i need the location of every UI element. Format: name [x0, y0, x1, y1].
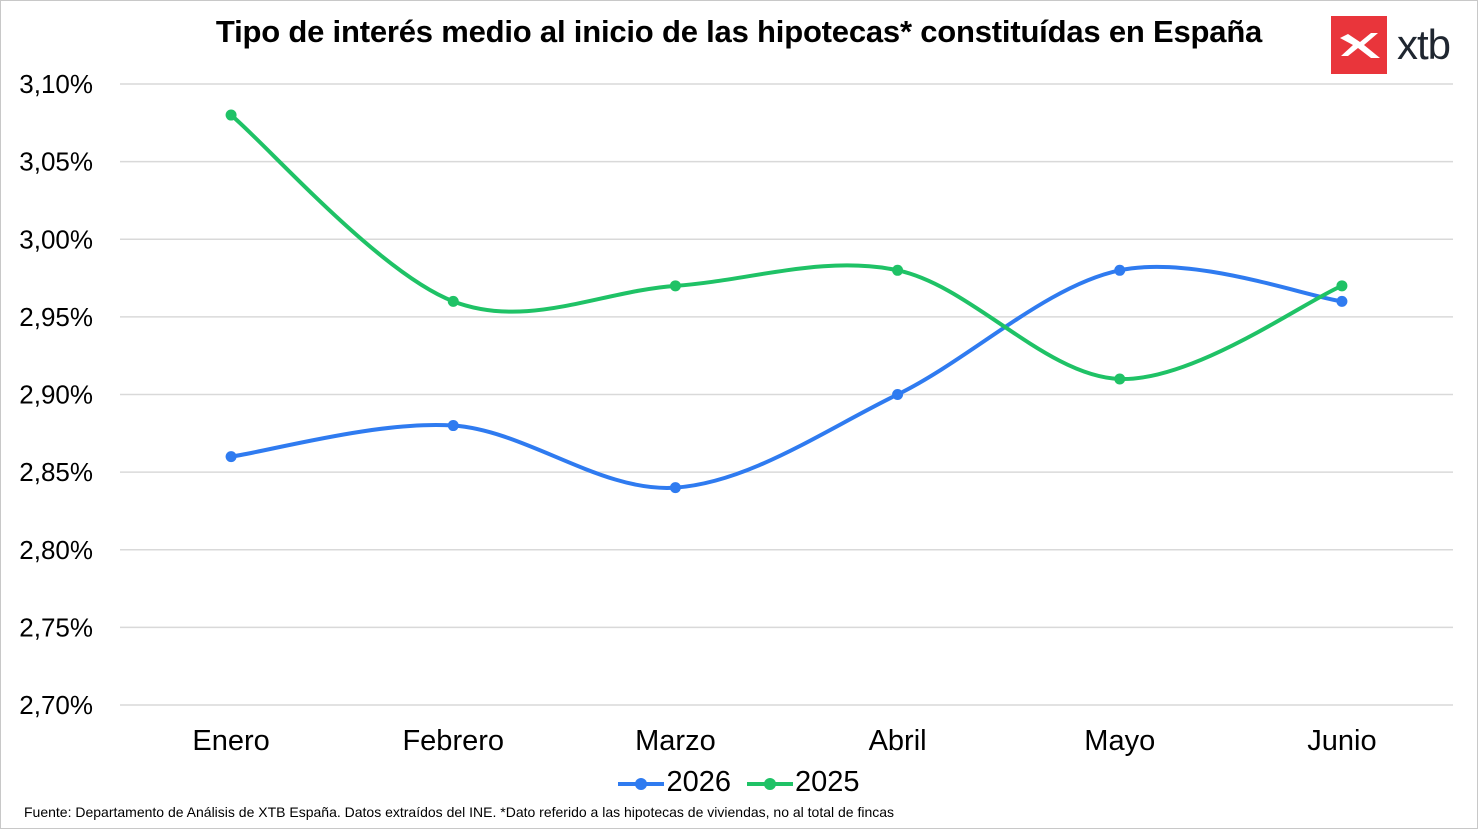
data-point-2025[interactable] [447, 295, 459, 307]
chart-title: Tipo de interés medio al inicio de las h… [215, 14, 1263, 49]
series-2025 [225, 109, 1348, 385]
grid-lines [120, 83, 1453, 706]
x-tick-label: Abril [869, 725, 927, 757]
data-point-2025[interactable] [669, 280, 681, 292]
y-tick-label: 2,85% [19, 457, 93, 487]
xtb-logo-text: xtb [1397, 21, 1451, 68]
x-tick-label: Febrero [402, 725, 504, 757]
data-point-2026[interactable] [669, 482, 681, 494]
legend-item-2026[interactable]: 2026 [618, 766, 731, 799]
y-tick-label: 2,70% [19, 690, 93, 720]
y-tick-label: 3,00% [19, 224, 93, 254]
data-point-2025[interactable] [1336, 280, 1348, 292]
y-axis-ticks: 2,70% 2,75% 2,80% 2,85% 2,90% 2,95% 3,00% 3,05%… [19, 69, 93, 720]
data-point-2025[interactable] [225, 109, 237, 121]
xtb-logo: xtb [1331, 16, 1451, 74]
x-tick-label: Junio [1307, 725, 1376, 757]
data-point-2026[interactable] [1114, 264, 1126, 276]
series-line-2026 [229, 264, 1344, 490]
legend-label-2025: 2025 [795, 766, 860, 798]
legend: 2026 2025 [0, 766, 1478, 799]
y-tick-label: 2,80% [19, 535, 93, 565]
xtb-logo-mark-icon [1331, 16, 1387, 74]
y-tick-label: 2,95% [19, 302, 93, 332]
source-note: Fuente: Departamento de Análisis de XTB … [24, 804, 895, 820]
series-2026 [225, 264, 1348, 494]
series-group [225, 109, 1348, 494]
legend-swatch-2026 [618, 773, 665, 793]
legend-label-2026: 2026 [666, 766, 731, 798]
y-tick-label: 2,90% [19, 380, 93, 410]
y-tick-label: 3,10% [19, 69, 93, 99]
y-tick-label: 3,05% [19, 147, 93, 177]
series-line-2025 [229, 113, 1344, 381]
data-point-2026[interactable] [892, 389, 904, 400]
data-point-2026[interactable] [225, 451, 237, 463]
data-point-2026[interactable] [447, 420, 459, 432]
data-point-2025[interactable] [892, 264, 904, 276]
data-point-2025[interactable] [1114, 373, 1126, 385]
x-tick-label: Enero [192, 725, 269, 757]
x-tick-label: Marzo [635, 725, 716, 757]
y-tick-label: 2,75% [19, 612, 93, 642]
x-tick-label: Mayo [1084, 725, 1155, 757]
legend-swatch-2025 [747, 773, 793, 793]
x-axis-ticks: Enero Febrero Marzo Abril Mayo Junio [192, 725, 1376, 757]
legend-item-2025[interactable]: 2025 [747, 766, 860, 799]
data-point-2026[interactable] [1336, 295, 1348, 307]
